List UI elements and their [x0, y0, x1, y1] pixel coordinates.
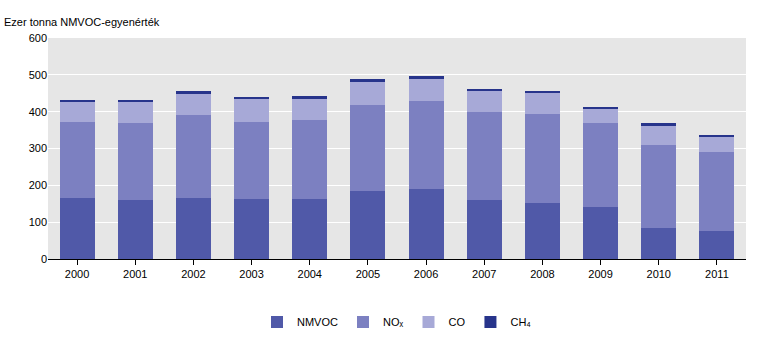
svg-text:2007: 2007	[472, 268, 496, 280]
svg-text:300: 300	[29, 142, 47, 154]
svg-text:CH₄: CH₄	[510, 316, 531, 328]
svg-text:NMVOC: NMVOC	[297, 316, 338, 328]
svg-text:NOₓ: NOₓ	[383, 316, 404, 328]
svg-text:Ezer tonna NMVOC-egyenérték: Ezer tonna NMVOC-egyenérték	[4, 16, 160, 28]
svg-text:2005: 2005	[356, 268, 380, 280]
svg-text:100: 100	[29, 216, 47, 228]
svg-text:CO: CO	[449, 316, 466, 328]
svg-text:2009: 2009	[588, 268, 612, 280]
svg-text:2004: 2004	[298, 268, 322, 280]
svg-text:500: 500	[29, 69, 47, 81]
svg-text:200: 200	[29, 179, 47, 191]
svg-text:2003: 2003	[239, 268, 263, 280]
svg-text:600: 600	[29, 32, 47, 44]
svg-text:0: 0	[41, 253, 47, 265]
svg-text:400: 400	[29, 106, 47, 118]
svg-text:2002: 2002	[181, 268, 205, 280]
svg-text:2008: 2008	[530, 268, 554, 280]
svg-text:2010: 2010	[647, 268, 671, 280]
svg-text:2000: 2000	[65, 268, 89, 280]
svg-text:2006: 2006	[414, 268, 438, 280]
svg-text:2011: 2011	[705, 268, 729, 280]
svg-text:2001: 2001	[123, 268, 147, 280]
